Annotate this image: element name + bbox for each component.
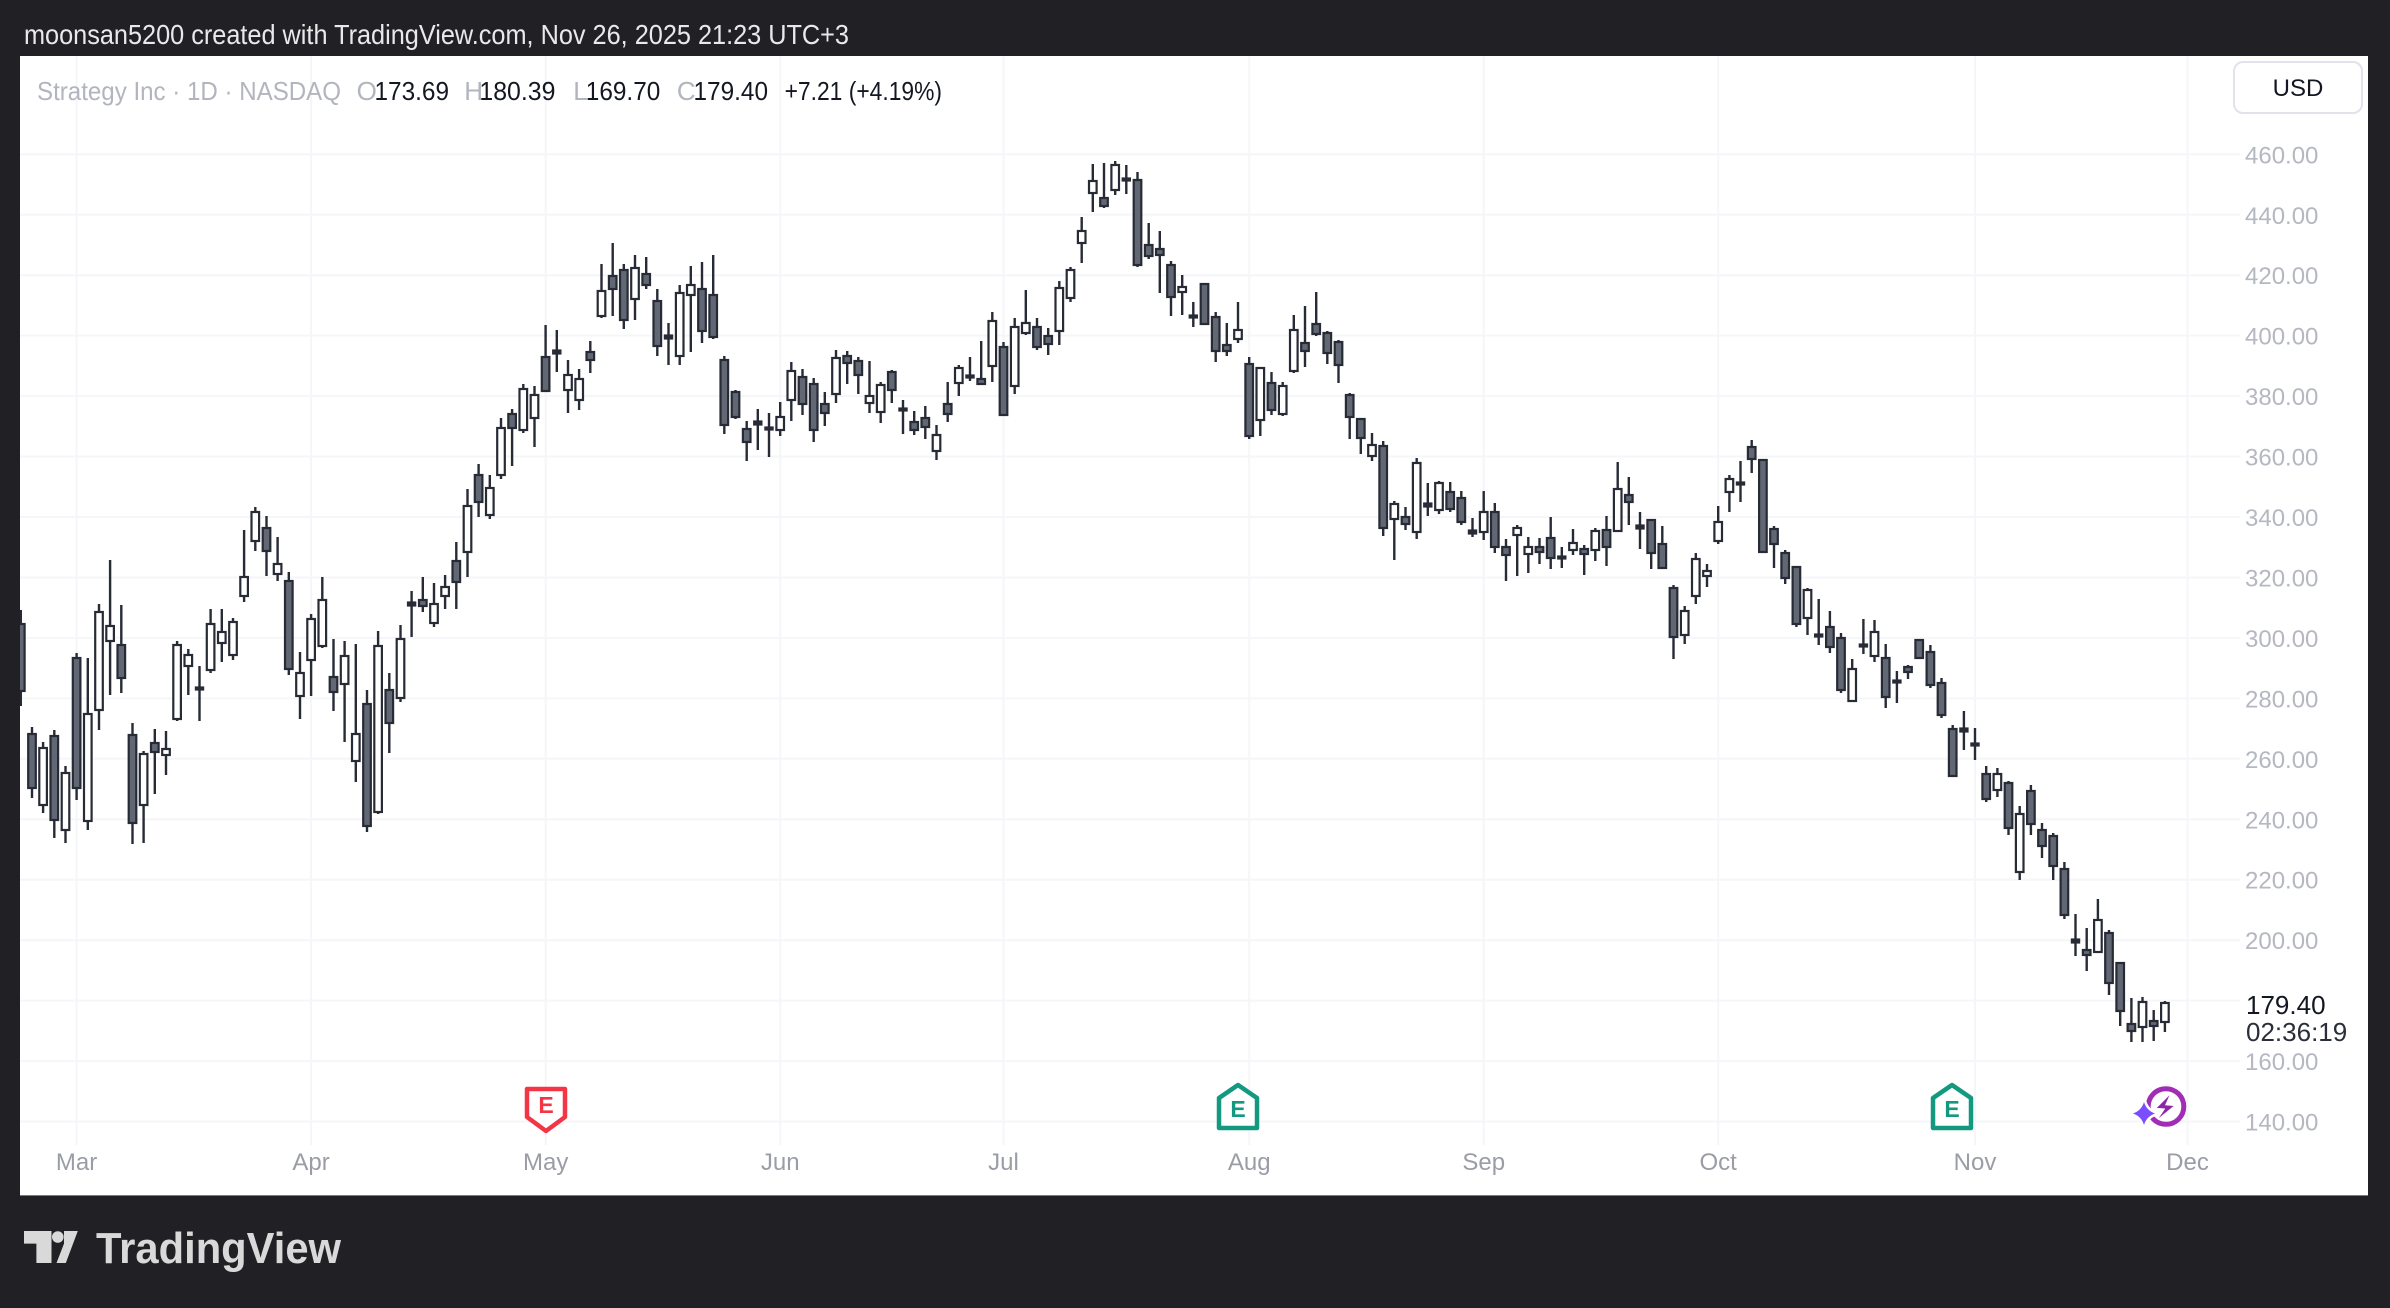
svg-text:E: E [1230, 1096, 1245, 1122]
svg-text:L: L [573, 76, 587, 106]
svg-text:179.40: 179.40 [2246, 990, 2326, 1020]
svg-text:Oct: Oct [1700, 1149, 1738, 1176]
svg-text:moonsan5200 created with Tradi: moonsan5200 created with TradingView.com… [24, 19, 849, 50]
svg-text:400.00: 400.00 [2245, 324, 2318, 351]
svg-text:O: O [357, 76, 377, 106]
svg-text:Sep: Sep [1462, 1149, 1505, 1176]
svg-text:+7.21 (+4.19%): +7.21 (+4.19%) [785, 76, 942, 106]
svg-text:440.00: 440.00 [2245, 203, 2318, 230]
svg-text:Apr: Apr [292, 1149, 329, 1176]
svg-text:160.00: 160.00 [2245, 1049, 2318, 1076]
svg-text:Aug: Aug [1228, 1149, 1271, 1176]
svg-text:140.00: 140.00 [2245, 1110, 2318, 1137]
svg-text:H: H [464, 76, 483, 106]
svg-text:200.00: 200.00 [2245, 928, 2318, 955]
svg-text:169.70: 169.70 [586, 76, 661, 106]
svg-text:Jun: Jun [761, 1149, 800, 1176]
svg-text:460.00: 460.00 [2245, 142, 2318, 169]
svg-text:260.00: 260.00 [2245, 747, 2318, 774]
svg-text:320.00: 320.00 [2245, 566, 2318, 593]
svg-text:Jul: Jul [988, 1149, 1019, 1176]
svg-text:280.00: 280.00 [2245, 686, 2318, 713]
svg-text:360.00: 360.00 [2245, 445, 2318, 472]
svg-text:C: C [677, 76, 696, 106]
svg-text:300.00: 300.00 [2245, 626, 2318, 653]
svg-text:USD: USD [2273, 75, 2324, 102]
svg-text:380.00: 380.00 [2245, 384, 2318, 411]
svg-text:E: E [538, 1092, 553, 1118]
svg-text:Dec: Dec [2166, 1149, 2209, 1176]
svg-text:Strategy Inc · 1D · NASDAQ: Strategy Inc · 1D · NASDAQ [37, 76, 341, 106]
svg-text:E: E [1944, 1096, 1959, 1122]
svg-text:179.40: 179.40 [694, 76, 769, 106]
svg-text:420.00: 420.00 [2245, 263, 2318, 290]
svg-text:220.00: 220.00 [2245, 868, 2318, 895]
svg-text:TradingView: TradingView [96, 1224, 342, 1273]
svg-text:Nov: Nov [1954, 1149, 1997, 1176]
svg-text:240.00: 240.00 [2245, 807, 2318, 834]
svg-text:Mar: Mar [56, 1149, 97, 1176]
svg-text:173.69: 173.69 [375, 76, 450, 106]
svg-text:02:36:19: 02:36:19 [2246, 1017, 2347, 1047]
svg-text:340.00: 340.00 [2245, 505, 2318, 532]
svg-text:May: May [523, 1149, 568, 1176]
svg-text:180.39: 180.39 [479, 76, 555, 106]
